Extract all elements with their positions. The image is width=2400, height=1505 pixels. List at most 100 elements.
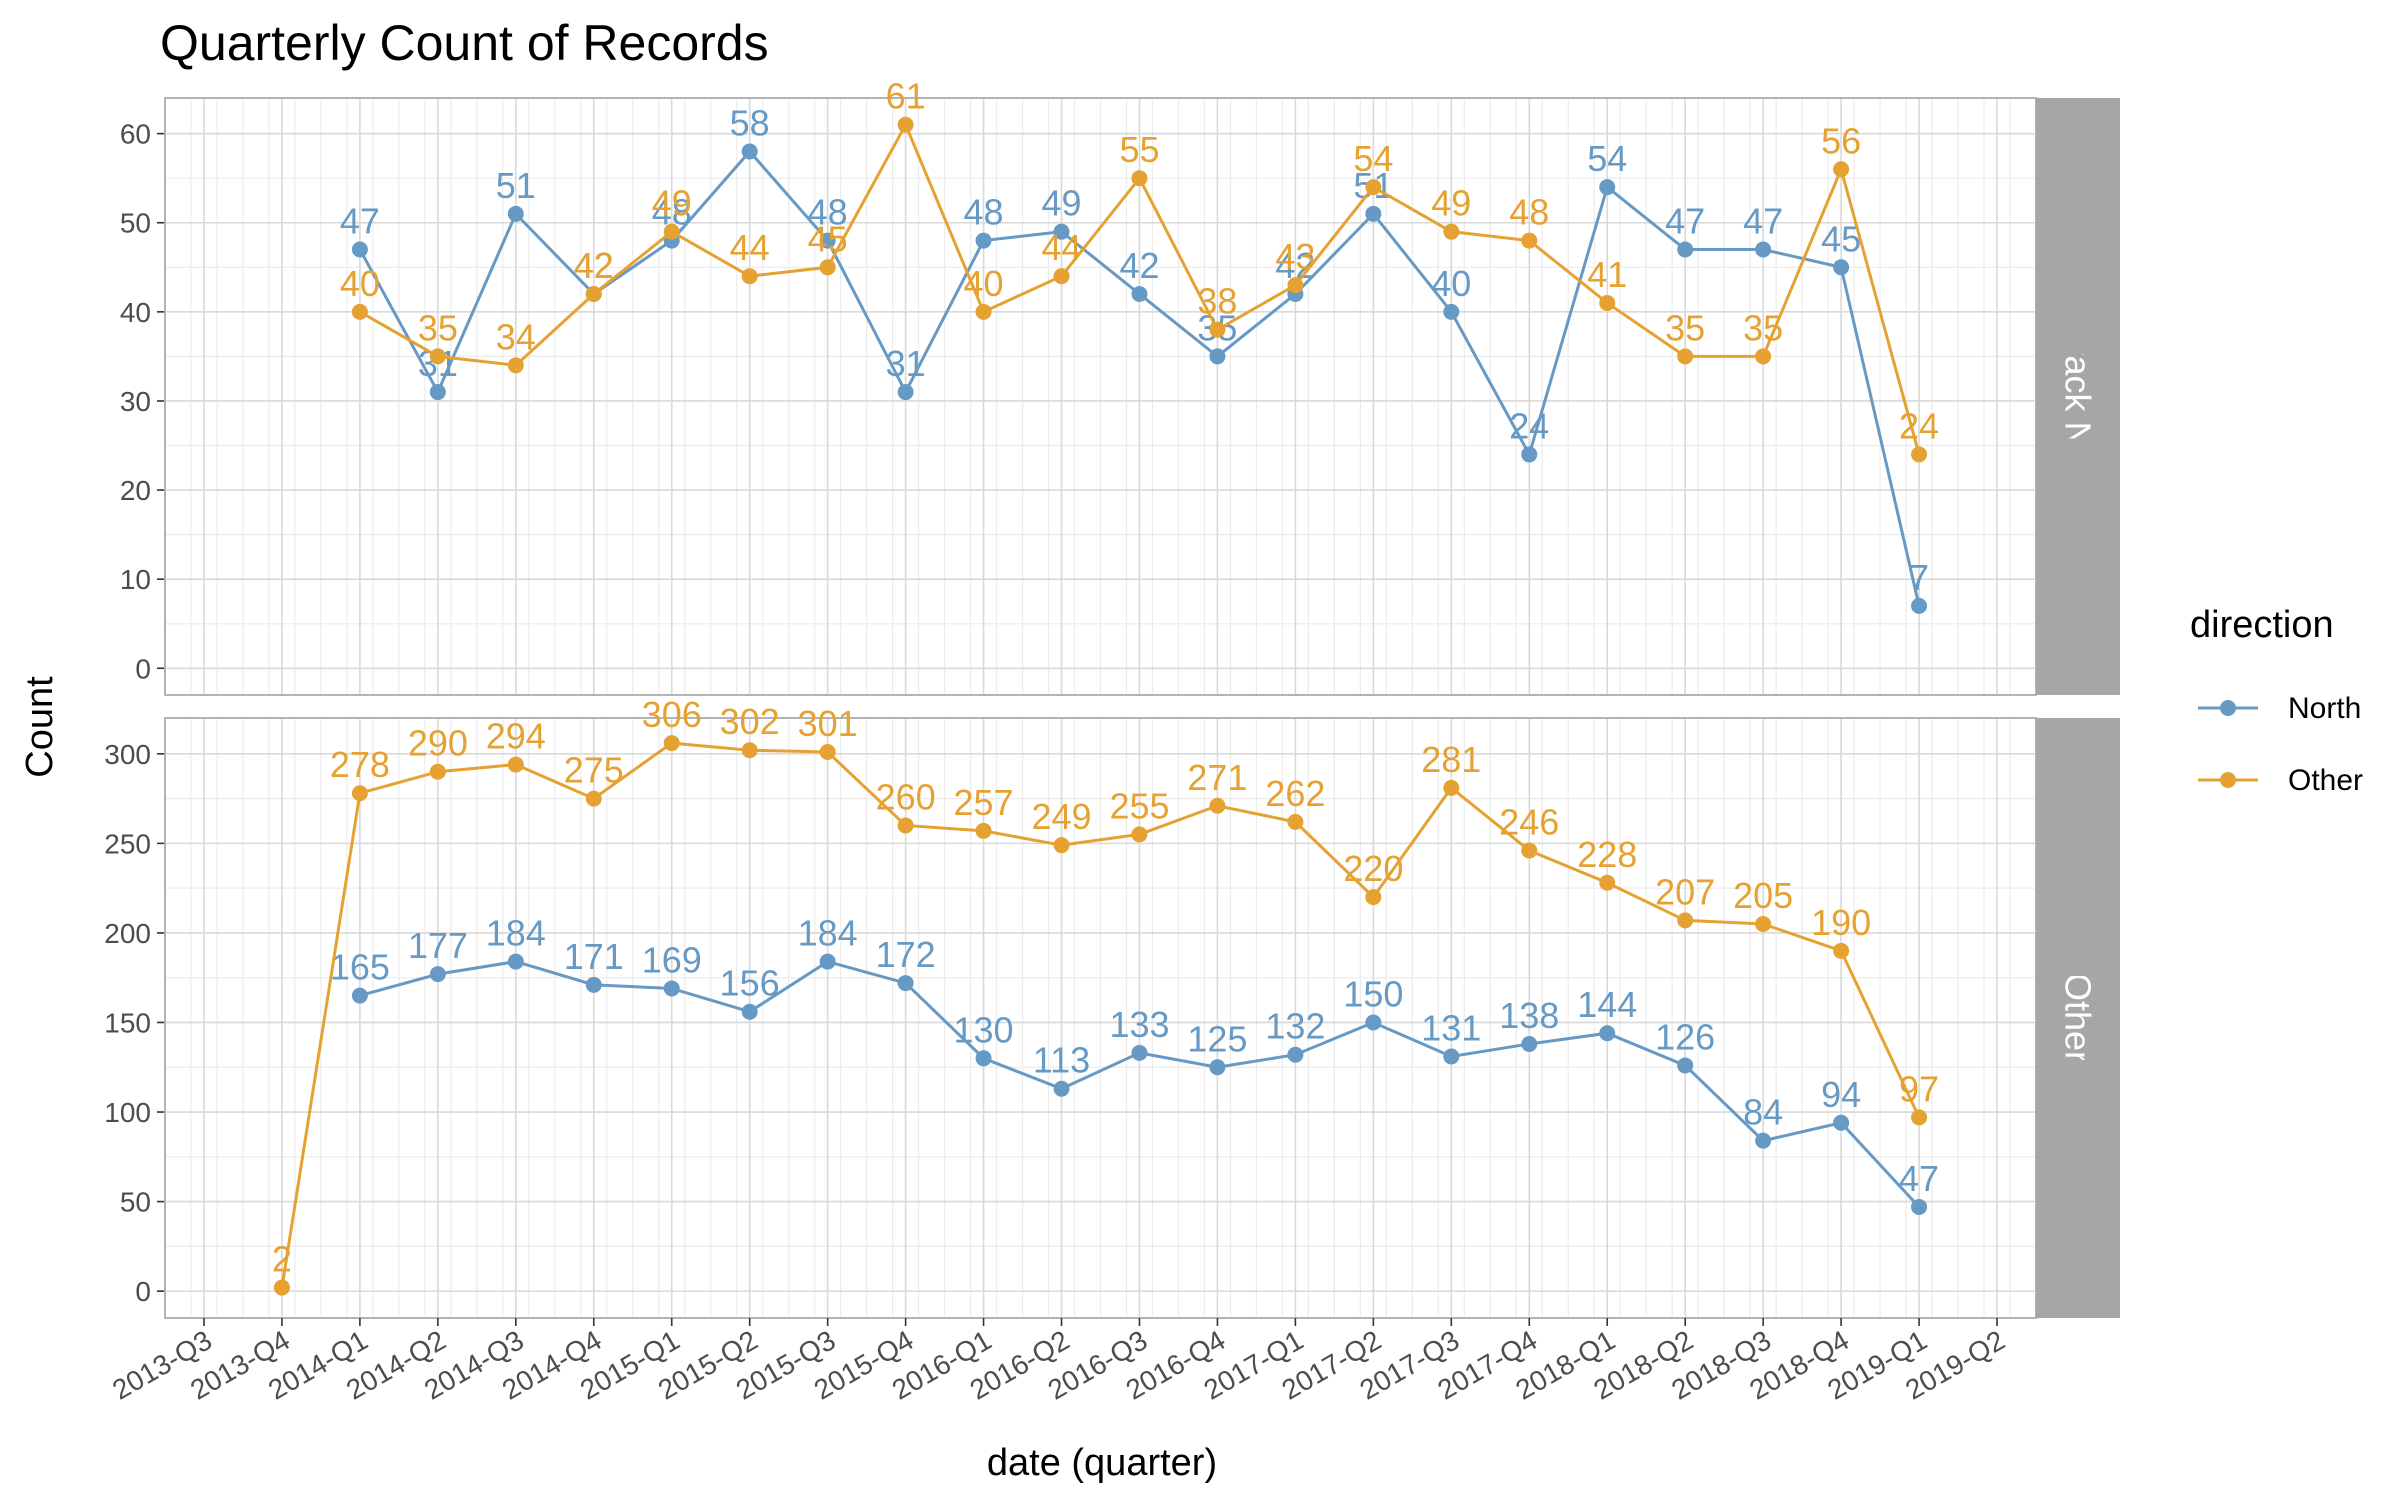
data-label: 7 — [1909, 557, 1929, 598]
data-label: 61 — [886, 76, 926, 117]
data-point — [1677, 241, 1694, 258]
data-label: 132 — [1265, 1006, 1325, 1047]
data-point — [1911, 1109, 1928, 1126]
data-point — [1053, 837, 1070, 854]
data-point — [429, 966, 446, 983]
data-point — [1833, 942, 1850, 959]
data-label: 44 — [730, 227, 770, 268]
data-label: 47 — [1665, 200, 1705, 241]
data-label: 47 — [1743, 200, 1783, 241]
data-point — [351, 987, 368, 1004]
data-point — [1365, 1014, 1382, 1031]
legend-item-north: North — [2198, 692, 2361, 725]
data-point — [1755, 1132, 1772, 1149]
data-label: 171 — [564, 936, 624, 977]
data-label: 131 — [1421, 1008, 1481, 1049]
data-label: 169 — [642, 939, 702, 980]
data-point — [741, 1003, 758, 1020]
data-point — [1833, 259, 1850, 276]
data-label: 301 — [798, 703, 858, 744]
data-point — [975, 303, 992, 320]
x-axis: 2013-Q32013-Q42014-Q12014-Q22014-Q32014-… — [107, 1318, 2010, 1406]
data-label: 302 — [720, 701, 780, 742]
x-axis-title: date (quarter) — [987, 1442, 1217, 1484]
data-label: 55 — [1119, 129, 1159, 170]
data-point — [1209, 321, 1226, 338]
data-point — [585, 976, 602, 993]
data-label: 281 — [1421, 739, 1481, 780]
legend: direction North Other — [2190, 604, 2363, 797]
data-label: 49 — [1431, 183, 1471, 224]
y-tick-label: 40 — [120, 297, 151, 328]
data-point — [1755, 915, 1772, 932]
series-north: 4731514248584831484942354251402454474745… — [340, 102, 1929, 614]
data-label: 249 — [1031, 796, 1091, 837]
data-label: 34 — [496, 316, 536, 357]
data-label: 48 — [964, 192, 1004, 233]
legend-key-point — [2220, 772, 2236, 788]
data-label: 257 — [954, 782, 1014, 823]
data-label: 31 — [886, 343, 926, 384]
data-label: 275 — [564, 750, 624, 791]
data-point — [1521, 842, 1538, 859]
data-label: 84 — [1743, 1092, 1783, 1133]
y-tick-label: 50 — [120, 208, 151, 239]
y-tick-label: 300 — [104, 739, 151, 770]
data-point — [507, 205, 524, 222]
data-label: 156 — [720, 963, 780, 1004]
legend-items: North Other — [2198, 692, 2363, 797]
data-label: 172 — [876, 934, 936, 975]
data-label: 165 — [330, 947, 390, 988]
data-point — [819, 744, 836, 761]
data-point — [1755, 348, 1772, 365]
data-point — [507, 756, 524, 773]
data-point — [897, 975, 914, 992]
data-point — [1287, 813, 1304, 830]
data-point — [1209, 348, 1226, 365]
y-tick-label: 250 — [104, 828, 151, 859]
data-point — [507, 953, 524, 970]
data-label: 54 — [1353, 138, 1393, 179]
data-label: 278 — [330, 744, 390, 785]
data-label: 56 — [1821, 120, 1861, 161]
data-point — [1443, 779, 1460, 796]
data-point — [897, 817, 914, 834]
data-label: 207 — [1655, 871, 1715, 912]
data-point — [1287, 277, 1304, 294]
data-point — [1053, 1080, 1070, 1097]
data-label: 150 — [1343, 973, 1403, 1014]
data-label: 255 — [1109, 785, 1169, 826]
data-point — [1521, 1035, 1538, 1052]
data-label: 40 — [1431, 263, 1471, 304]
series-north: 165 177 184 171 169 156 184 172 130 113 133 125 132 1… — [330, 913, 1939, 1215]
data-label: 177 — [408, 925, 468, 966]
data-label: 42 — [574, 245, 614, 286]
data-label: 42 — [574, 245, 614, 286]
data-label: 49 — [652, 183, 692, 224]
data-label: 262 — [1265, 773, 1325, 814]
data-point — [429, 384, 446, 401]
y-tick-label: 0 — [135, 1276, 151, 1307]
data-point — [663, 980, 680, 997]
data-point — [1365, 179, 1382, 196]
data-label: 40 — [964, 263, 1004, 304]
data-point — [1599, 294, 1616, 311]
panel-1: 0 10 20 30 40 50 60 Broadway Cycle Track North … — [120, 76, 2120, 696]
data-label: 47 — [340, 200, 380, 241]
data-point — [1443, 1048, 1460, 1065]
data-point — [975, 822, 992, 839]
data-point — [1209, 797, 1226, 814]
legend-key-point — [2220, 700, 2236, 716]
data-label: 184 — [486, 913, 546, 954]
facet-strip — [2036, 718, 2120, 1318]
data-point — [1599, 1025, 1616, 1042]
y-axis-title: Count — [19, 676, 61, 778]
y-tick-label: 100 — [104, 1097, 151, 1128]
data-point — [975, 232, 992, 249]
data-point — [1911, 597, 1928, 614]
y-tick-label: 20 — [120, 475, 151, 506]
data-label: 260 — [876, 776, 936, 817]
facet-strip — [2036, 98, 2120, 695]
